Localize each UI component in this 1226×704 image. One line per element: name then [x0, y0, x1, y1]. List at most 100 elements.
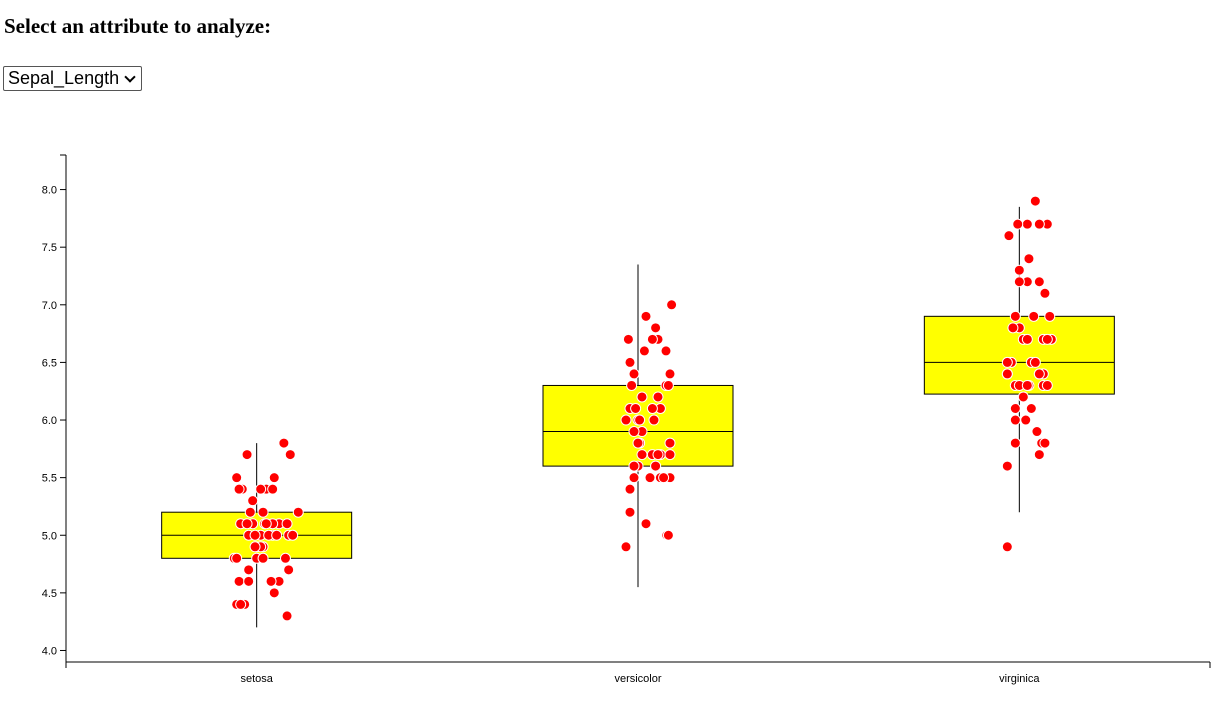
- data-point-versicolor: [646, 403, 658, 414]
- data-point-setosa: [268, 587, 280, 599]
- y-tick-label: 5.5: [42, 473, 57, 485]
- data-point-setosa: [257, 552, 269, 564]
- data-point-setosa: [257, 506, 269, 518]
- data-point-virginica: [1031, 426, 1043, 438]
- data-point-setosa: [268, 472, 280, 484]
- y-tick-label: 4.5: [42, 588, 57, 600]
- y-tick-label: 4.0: [42, 645, 57, 657]
- data-point-setosa: [283, 564, 295, 576]
- y-tick-label: 7.0: [42, 300, 57, 312]
- data-point-setosa: [267, 483, 279, 495]
- data-point-versicolor: [662, 379, 674, 391]
- data-point-setosa: [241, 518, 253, 530]
- data-point-versicolor: [628, 368, 640, 380]
- data-point-setosa: [235, 598, 247, 610]
- data-point-versicolor: [624, 506, 636, 518]
- data-point-virginica: [1009, 414, 1021, 426]
- data-point-setosa: [255, 483, 267, 495]
- x-tick-label: virginica: [999, 673, 1040, 685]
- data-point-virginica: [1020, 414, 1032, 426]
- data-point-setosa: [247, 495, 259, 507]
- data-point-setosa: [260, 518, 272, 530]
- data-point-setosa: [244, 506, 256, 518]
- data-point-virginica: [1009, 310, 1021, 322]
- data-point-versicolor: [646, 333, 658, 345]
- y-tick-label: 6.5: [42, 357, 57, 369]
- data-point-virginica: [1001, 356, 1013, 368]
- data-point-versicolor: [662, 529, 674, 541]
- data-point-versicolor: [636, 449, 648, 461]
- data-point-virginica: [1021, 333, 1033, 345]
- data-point-virginica: [1033, 218, 1045, 230]
- data-point-versicolor: [660, 345, 672, 357]
- data-point-versicolor: [634, 414, 646, 426]
- data-point-virginica: [1007, 322, 1019, 334]
- data-point-versicolor: [664, 449, 676, 461]
- data-point-versicolor: [624, 483, 636, 495]
- data-point-virginica: [1012, 218, 1024, 230]
- data-point-setosa: [233, 483, 245, 495]
- page-title: Select an attribute to analyze:: [4, 14, 272, 38]
- data-point-versicolor: [624, 356, 636, 368]
- data-point-virginica: [1001, 460, 1013, 472]
- data-point-setosa: [241, 449, 253, 461]
- data-point-virginica: [1044, 310, 1056, 322]
- data-point-versicolor: [640, 518, 652, 530]
- data-point-setosa: [231, 472, 243, 484]
- data-point-virginica: [1013, 276, 1025, 288]
- data-point-virginica: [1023, 253, 1035, 265]
- data-point-versicolor: [666, 299, 678, 311]
- data-point-versicolor: [628, 472, 640, 484]
- data-point-setosa: [231, 552, 243, 564]
- data-point-versicolor: [652, 391, 664, 403]
- data-point-virginica: [1001, 541, 1013, 553]
- x-tick-label: versicolor: [614, 673, 661, 685]
- data-point-virginica: [1039, 437, 1051, 449]
- data-point-setosa: [284, 449, 296, 461]
- data-point-virginica: [1009, 403, 1021, 414]
- data-point-versicolor: [664, 368, 676, 380]
- data-point-setosa: [265, 575, 277, 587]
- data-point-versicolor: [652, 449, 664, 461]
- data-point-setosa: [279, 552, 291, 564]
- data-point-virginica: [1039, 287, 1051, 299]
- data-point-virginica: [1003, 230, 1015, 242]
- data-point-versicolor: [630, 403, 642, 414]
- y-tick-label: 5.0: [42, 530, 57, 542]
- data-point-setosa: [287, 529, 299, 541]
- data-point-versicolor: [650, 460, 662, 472]
- data-point-virginica: [1033, 368, 1045, 380]
- data-point-setosa: [292, 506, 304, 518]
- data-point-virginica: [1021, 379, 1033, 391]
- data-point-virginica: [1029, 356, 1041, 368]
- data-point-versicolor: [628, 460, 640, 472]
- data-point-virginica: [1041, 333, 1053, 345]
- data-point-versicolor: [622, 333, 634, 345]
- data-point-virginica: [1025, 403, 1037, 414]
- data-point-virginica: [1021, 218, 1033, 230]
- data-point-versicolor: [626, 379, 638, 391]
- data-point-versicolor: [640, 310, 652, 322]
- data-point-versicolor: [620, 541, 632, 553]
- attribute-select-value: Sepal_Length: [8, 68, 120, 88]
- y-tick-label: 7.5: [42, 242, 57, 254]
- data-point-versicolor: [636, 391, 648, 403]
- data-point-setosa: [281, 518, 293, 530]
- y-tick-label: 8.0: [42, 185, 57, 197]
- data-point-virginica: [1001, 368, 1013, 380]
- data-point-versicolor: [628, 426, 640, 438]
- data-point-versicolor: [648, 414, 660, 426]
- data-point-versicolor: [632, 437, 644, 449]
- y-tick-label: 6.0: [42, 415, 57, 427]
- data-point-virginica: [1033, 449, 1045, 461]
- data-point-virginica: [1029, 195, 1041, 207]
- data-point-versicolor: [638, 345, 650, 357]
- x-tick-label: setosa: [240, 673, 273, 685]
- data-point-versicolor: [650, 322, 662, 334]
- data-point-setosa: [249, 529, 261, 541]
- attribute-select[interactable]: Sepal_Length: [3, 66, 143, 91]
- data-point-setosa: [233, 575, 245, 587]
- data-point-virginica: [1033, 276, 1045, 288]
- data-point-setosa: [278, 437, 290, 449]
